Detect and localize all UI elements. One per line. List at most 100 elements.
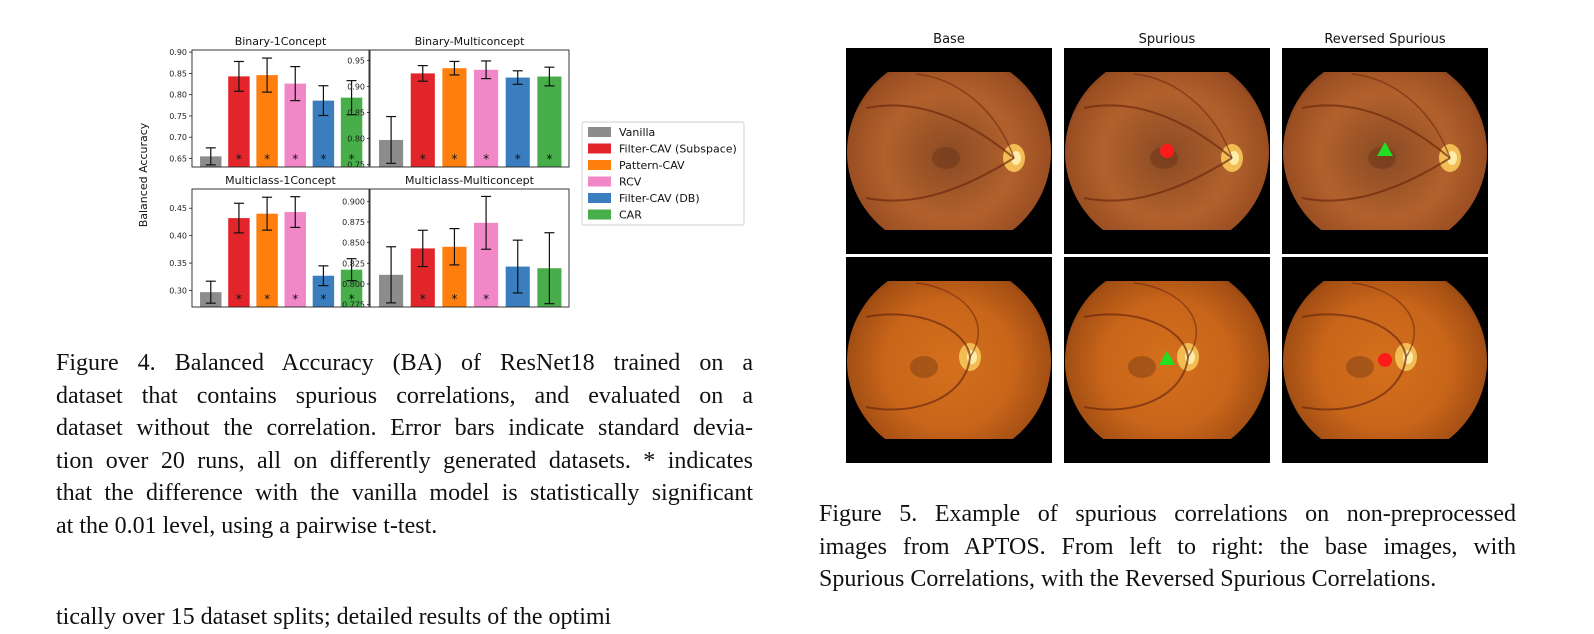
y-tick-label: 0.90 — [169, 48, 187, 57]
panel-frame — [369, 188, 570, 308]
bar — [284, 212, 306, 307]
chart-panel: * * *0.7750.8000.8250.8500.8750.900Multicl… — [342, 174, 570, 310]
legend-frame — [581, 121, 745, 226]
legend-label: Filter-CAV (Subspace) — [619, 143, 737, 156]
significance-marker: * — [483, 152, 489, 166]
significance-marker: * — [264, 152, 270, 166]
panel-frame — [191, 49, 370, 168]
y-tick-label: 0.850 — [342, 239, 365, 248]
bar — [256, 213, 278, 307]
legend-swatch — [588, 209, 611, 220]
significance-marker: * — [420, 152, 426, 166]
y-tick-label: 0.875 — [342, 218, 365, 227]
bar — [228, 218, 250, 307]
y-tick-label: 0.40 — [169, 232, 187, 241]
significance-marker: * — [320, 292, 326, 306]
bar — [442, 68, 467, 167]
significance-marker: * — [320, 152, 326, 166]
y-tick-label: 0.90 — [347, 82, 365, 91]
y-tick-label: 0.95 — [347, 56, 365, 65]
y-tick-label: 0.65 — [169, 154, 187, 163]
legend-label: CAR — [619, 209, 642, 222]
bar — [340, 269, 363, 307]
spurious-circle-marker — [1378, 353, 1392, 367]
caption-line: dataset that contains spurious correlati… — [56, 382, 753, 409]
fundus-image — [1282, 48, 1488, 254]
significance-marker: * — [349, 292, 355, 306]
spurious-triangle-marker — [1159, 351, 1175, 365]
caption-line: dataset without the correlation. Error b… — [56, 415, 753, 441]
caption-line: Figure 4. Balanced Accuracy (BA) of ResN… — [56, 350, 753, 376]
figure-5-caption: Figure 5. Example of spurious correlatio… — [819, 498, 1516, 596]
legend-swatch — [588, 176, 611, 187]
column-title-reversed-spurious: Reversed Spurious — [1324, 32, 1446, 47]
legend-swatch — [588, 127, 611, 137]
legend-swatch — [588, 193, 611, 203]
caption-line: Spurious Correlations, with the Reversed… — [819, 566, 1437, 592]
bar — [410, 73, 435, 167]
significance-marker: * — [451, 292, 457, 306]
spurious-triangle-marker — [1377, 142, 1393, 156]
caption-line: at the 0.01 level, using a pairwise t-te… — [56, 512, 438, 539]
bar — [537, 76, 562, 167]
column-title-spurious: Spurious — [1138, 32, 1196, 47]
y-tick-label: 0.800 — [342, 280, 365, 289]
y-tick-label: 0.75 — [169, 112, 187, 121]
body-text-line: tically over 15 dataset splits; detailed… — [56, 604, 612, 630]
significance-marker: * — [236, 292, 242, 306]
panel-frame — [369, 49, 570, 168]
bar — [312, 275, 335, 307]
significance-marker: * — [236, 152, 242, 166]
y-tick-label: 0.80 — [347, 134, 365, 143]
legend-swatch — [588, 160, 611, 170]
fundus-image — [846, 257, 1052, 463]
y-tick-label: 0.825 — [342, 259, 365, 268]
legend-label: RCV — [619, 176, 642, 189]
figure-4-caption: Figure 4. Balanced Accuracy (BA) of ResN… — [56, 347, 753, 542]
y-tick-label: 0.85 — [347, 108, 365, 117]
significance-marker: * — [546, 152, 552, 166]
panel-title: Multiclass-Multiconcept — [405, 174, 535, 187]
significance-marker: * — [264, 292, 270, 306]
bar — [228, 76, 250, 167]
significance-marker: * — [515, 152, 521, 166]
bar — [312, 100, 335, 167]
legend-label: Vanilla — [619, 126, 655, 139]
bar — [474, 69, 499, 167]
legend-label: Pattern-CAV — [619, 159, 685, 172]
caption-line: that the difference with the vanilla mod… — [56, 480, 753, 506]
significance-marker: * — [292, 152, 298, 166]
chart-legend: Vanilla Filter-CAV (Subspace) Pattern-CAV R… — [581, 121, 745, 226]
caption-line: Figure 5. Example of spurious correlatio… — [819, 501, 1516, 527]
y-tick-label: 0.70 — [169, 133, 187, 142]
y-axis-label: Balanced Accuracy — [137, 122, 150, 227]
significance-marker: * — [349, 152, 355, 166]
bar — [256, 75, 278, 167]
y-tick-label: 0.775 — [342, 301, 365, 310]
significance-marker: * — [451, 152, 457, 166]
bar — [340, 97, 363, 167]
y-tick-label: 0.75 — [347, 160, 365, 169]
y-tick-label: 0.30 — [169, 287, 187, 296]
caption-line: images from APTOS. From left to right: t… — [819, 533, 1516, 560]
panel-title: Binary-1Concept — [235, 35, 327, 48]
y-tick-label: 0.900 — [342, 197, 365, 206]
legend-label: Filter-CAV (DB) — [619, 192, 700, 205]
significance-marker: * — [483, 292, 489, 306]
legend-swatch — [588, 143, 611, 154]
fundus-image — [1064, 257, 1270, 463]
chart-panel: * * * * * 0.30 0.35 0.40 0.45 Multiclass-1Concept — [169, 174, 370, 308]
y-tick-label: 0.45 — [169, 204, 187, 213]
significance-marker: * — [420, 292, 426, 306]
spurious-circle-marker — [1160, 144, 1174, 158]
chart-panel: * * * * * 0.65 0.70 0.75 0.80 0.85 0.90 Binary-1Con… — [169, 35, 370, 168]
y-tick-label: 0.80 — [169, 91, 187, 100]
chart-panel: * * * * *0.750.800.850.900.95Binary-Multicon… — [347, 35, 570, 169]
column-title-base: Base — [933, 32, 965, 47]
significance-marker: * — [292, 292, 298, 306]
panel-title: Binary-Multiconcept — [415, 35, 526, 48]
figure-4-chart: * * * * * 0.65 0.70 0.75 0.80 0.85 0.90 Binary-1Con… — [137, 35, 745, 310]
fundus-image — [1282, 257, 1488, 463]
panel-title: Multiclass-1Concept — [225, 174, 336, 187]
bar — [505, 77, 530, 167]
